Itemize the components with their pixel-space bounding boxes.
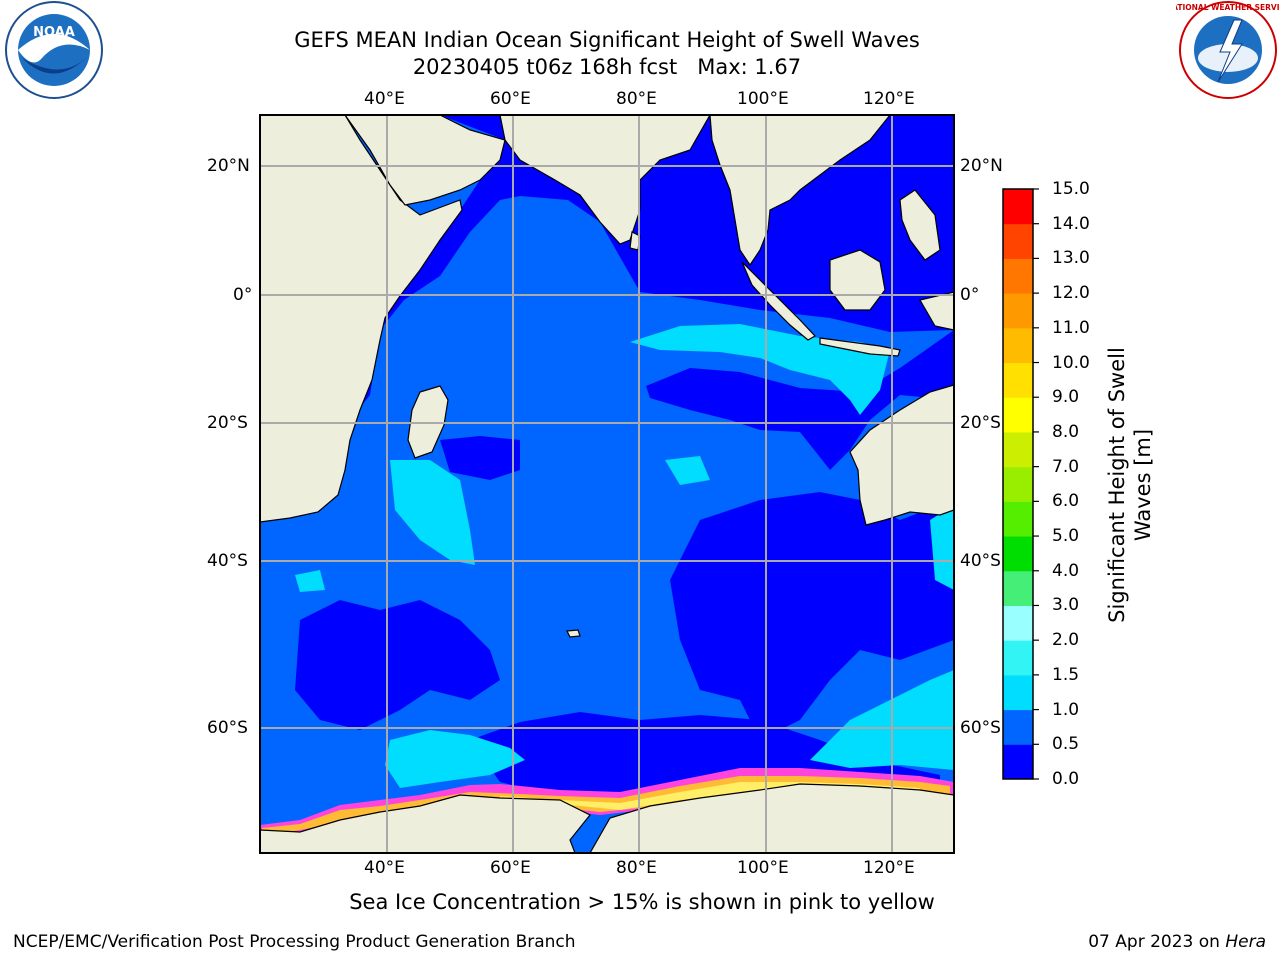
colorbar-segment-4	[1003, 605, 1033, 641]
australia-land	[849, 384, 954, 526]
colorbar-segment-11	[1003, 362, 1033, 398]
colorbar-segment-5	[1003, 570, 1033, 606]
lon-label-top-120e: 120°E	[863, 89, 915, 109]
colorbar-tick-label-15: 13.0	[1052, 248, 1090, 269]
lon-label-bottom-60e: 60°E	[490, 858, 531, 878]
noaa-logo-text: NOAA	[33, 25, 75, 40]
colorbar-tick-label-14: 12.0	[1052, 283, 1090, 304]
colorbar-segment-9	[1003, 431, 1033, 468]
chart-title: GEFS MEAN Indian Ocean Significant Heigh…	[294, 28, 920, 52]
colorbar-segment-13	[1003, 293, 1033, 329]
colorbar-segment-15	[1003, 223, 1033, 259]
india-land	[499, 115, 711, 245]
colorbar-title: Significant Height of Swell Waves [m]	[1105, 347, 1155, 623]
colorbar-tick-label-13: 11.0	[1052, 317, 1090, 338]
lat-label-left-0: 0°	[233, 285, 253, 305]
lon-label-top-100e: 100°E	[737, 89, 789, 109]
low-swell-regions	[295, 115, 954, 805]
colorbar-segment-1	[1003, 709, 1033, 745]
colorbar-tick-label-7: 5.0	[1052, 526, 1080, 547]
indochina-land	[709, 115, 891, 267]
colorbar-tick-label-16: 14.0	[1052, 213, 1090, 234]
colorbar-segment-3	[1003, 640, 1033, 676]
antarctica-land	[260, 783, 954, 853]
noaa-logo: NOAA	[5, 1, 103, 99]
kerguelen-island	[566, 629, 581, 638]
colorbar-segment-0	[1003, 744, 1033, 780]
colorbar	[1003, 188, 1039, 780]
lat-label-right-20n: 20°N	[960, 156, 1003, 176]
colorbar-tick-label-9: 7.0	[1052, 456, 1080, 477]
lat-label-left-20n: 20°N	[207, 156, 250, 176]
colorbar-segment-6	[1003, 536, 1033, 572]
colorbar-tick-label-12: 10.0	[1052, 352, 1090, 373]
colorbar-segment-16	[1003, 189, 1033, 225]
nws-logo: NATIONAL WEATHER SERVICE	[1176, 1, 1280, 99]
colorbar-tick-label-17: 15.0	[1052, 179, 1090, 199]
lat-label-left-40s: 40°S	[207, 551, 248, 571]
colorbar-tick-label-4: 2.0	[1052, 630, 1080, 651]
java-land	[819, 337, 901, 357]
footer-date-text: 07 Apr 2023 on	[1088, 932, 1226, 952]
lon-label-bottom-120e: 120°E	[863, 858, 915, 878]
sea-ice-caption: Sea Ice Concentration > 15% is shown in …	[349, 890, 935, 914]
colorbar-segment-14	[1003, 258, 1033, 294]
colorbar-segment-8	[1003, 466, 1033, 502]
colorbar-frame	[1002, 188, 1034, 780]
high-swell-regions	[295, 324, 954, 788]
lon-label-bottom-80e: 80°E	[616, 858, 657, 878]
lon-label-top-80e: 80°E	[616, 89, 657, 109]
colorbar-tick-label-0: 0.0	[1052, 769, 1080, 789]
chart-subtitle: 20230405 t06z 168h fcst Max: 1.67	[412, 55, 802, 79]
colorbar-segment-10	[1003, 397, 1033, 433]
lon-label-bottom-100e: 100°E	[737, 858, 789, 878]
colorbar-tick-label-11: 9.0	[1052, 387, 1080, 408]
lon-label-top-40e: 40°E	[364, 89, 405, 109]
lat-label-right-60s: 60°S	[960, 718, 1001, 738]
land-masses	[260, 115, 954, 853]
colorbar-tick-label-1: 0.5	[1052, 734, 1080, 755]
colorbar-tick-label-5: 3.0	[1052, 595, 1080, 616]
nws-logo-text: NATIONAL WEATHER SERVICE	[1176, 3, 1280, 12]
footer-credit: NCEP/EMC/Verification Post Processing Pr…	[13, 932, 576, 952]
lat-label-right-20s: 20°S	[960, 413, 1001, 433]
colorbar-tick-label-6: 4.0	[1052, 560, 1080, 581]
philippines-land	[899, 189, 941, 261]
graticule	[260, 115, 954, 853]
colorbar-tick-label-10: 8.0	[1052, 421, 1080, 442]
lon-label-bottom-40e: 40°E	[364, 858, 405, 878]
colorbar-tick-label-3: 1.5	[1052, 664, 1080, 685]
lat-label-right-40s: 40°S	[960, 551, 1001, 571]
lon-label-top-60e: 60°E	[490, 89, 531, 109]
footer-host: Hera	[1225, 932, 1266, 952]
colorbar-tick-label-8: 6.0	[1052, 491, 1080, 512]
colorbar-segment-2	[1003, 674, 1033, 711]
colorbar-segment-7	[1003, 501, 1033, 537]
colorbar-segment-12	[1003, 327, 1033, 364]
map-frame	[259, 114, 955, 854]
colorbar-tick-label-2: 1.0	[1052, 699, 1080, 720]
lat-label-right-0: 0°	[960, 285, 980, 305]
footer-date: 07 Apr 2023 on Hera	[1088, 932, 1266, 952]
lat-label-left-60s: 60°S	[207, 718, 248, 738]
lat-label-left-20s: 20°S	[207, 413, 248, 433]
